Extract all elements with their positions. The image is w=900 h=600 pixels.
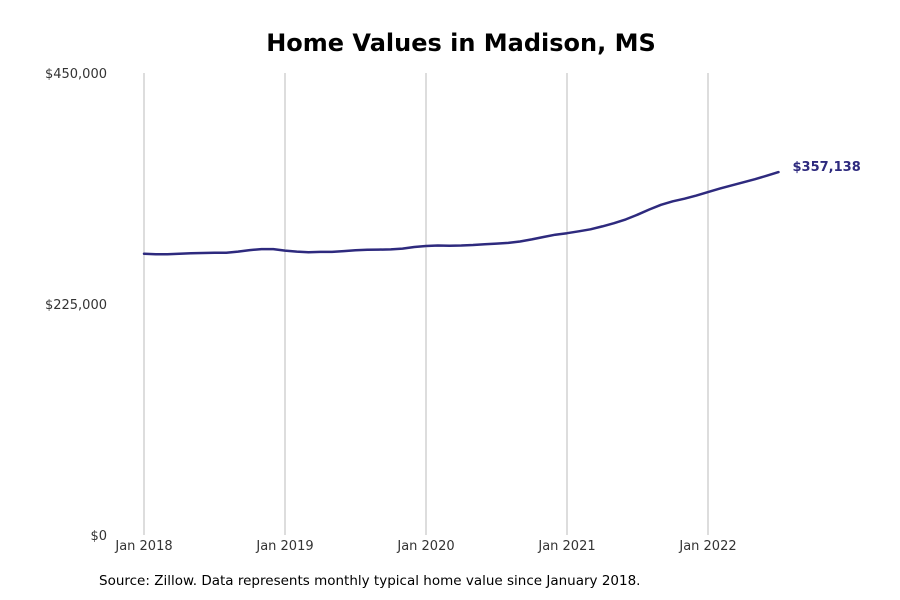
x-tick-label-jan-2018: Jan 2018 (114, 539, 172, 554)
series-line (142, 170, 780, 256)
y-tick-label-0: $0 (90, 529, 107, 544)
source-note: Source: Zillow. Data represents monthly … (99, 573, 641, 589)
y-tick-label-225-000: $225,000 (45, 298, 107, 313)
y-tick-label-450-000: $450,000 (45, 67, 107, 82)
series-line-group (142, 170, 780, 256)
end-value-label: $357,138 (793, 160, 861, 175)
vertical-gridlines (143, 73, 709, 535)
tick-labels-group: Jan 2018 Jan 2019 Jan 2020 Jan 2021 Jan 2022… (45, 67, 861, 554)
x-tick-label-jan-2019: Jan 2019 (255, 539, 313, 554)
x-tick-label-jan-2021: Jan 2021 (537, 539, 595, 554)
x-tick-label-jan-2022: Jan 2022 (678, 539, 736, 554)
x-tick-label-jan-2020: Jan 2020 (396, 539, 454, 554)
chart-title: Home Values in Madison, MS (266, 29, 656, 57)
